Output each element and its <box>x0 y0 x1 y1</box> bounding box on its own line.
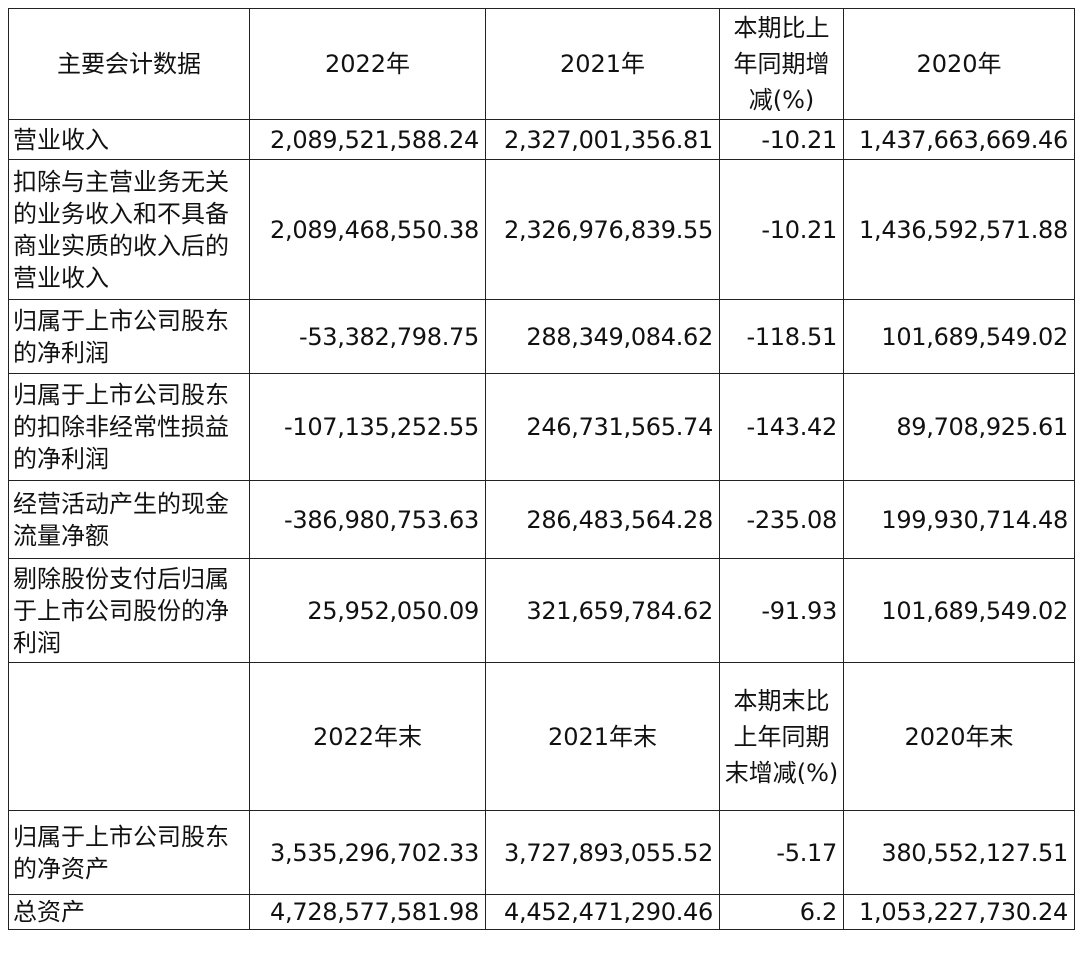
value-cell: 3,535,296,702.33 <box>249 810 486 895</box>
header-cell: 2020年 <box>843 8 1075 120</box>
table-row: 归属于上市公司股东的净利润 -53,382,798.75 288,349,084… <box>8 299 1075 374</box>
change-cell: -118.51 <box>719 299 844 374</box>
value-cell: 1,436,592,571.88 <box>843 159 1075 300</box>
change-cell: -235.08 <box>719 480 844 559</box>
value-cell: 101,689,549.02 <box>843 299 1075 374</box>
value-cell: 89,708,925.61 <box>843 373 1075 481</box>
table-subheader-row: 2022年末 2021年末 本期末比上年同期末增减(%) 2020年末 <box>8 662 1075 811</box>
value-cell: -53,382,798.75 <box>249 299 486 374</box>
change-cell: 6.2 <box>719 894 844 930</box>
table-row: 总资产 4,728,577,581.98 4,452,471,290.46 6.… <box>8 894 1075 930</box>
row-label: 归属于上市公司股东的净资产 <box>8 810 250 895</box>
header-cell: 本期末比上年同期末增减(%) <box>719 662 844 811</box>
value-cell: 199,930,714.48 <box>843 480 1075 559</box>
header-cell: 2022年 <box>249 8 486 120</box>
change-cell: -143.42 <box>719 373 844 481</box>
header-cell: 2021年末 <box>485 662 720 811</box>
value-cell: 380,552,127.51 <box>843 810 1075 895</box>
header-cell <box>8 662 250 811</box>
table-row: 归属于上市公司股东的净资产 3,535,296,702.33 3,727,893… <box>8 810 1075 895</box>
header-cell: 2022年末 <box>249 662 486 811</box>
value-cell: 101,689,549.02 <box>843 558 1075 663</box>
change-cell: -10.21 <box>719 159 844 300</box>
value-cell: 288,349,084.62 <box>485 299 720 374</box>
change-cell: -91.93 <box>719 558 844 663</box>
row-label: 扣除与主营业务无关的业务收入和不具备商业实质的收入后的营业收入 <box>8 159 250 300</box>
financial-data-table: 主要会计数据 2022年 2021年 本期比上年同期增减(%) 2020年 营业… <box>8 8 1075 930</box>
table-row: 扣除与主营业务无关的业务收入和不具备商业实质的收入后的营业收入 2,089,46… <box>8 159 1075 300</box>
row-label: 归属于上市公司股东的扣除非经常性损益的净利润 <box>8 373 250 481</box>
row-label: 营业收入 <box>8 119 250 160</box>
change-cell: -10.21 <box>719 119 844 160</box>
value-cell: 2,327,001,356.81 <box>485 119 720 160</box>
header-cell: 主要会计数据 <box>8 8 250 120</box>
value-cell: 4,728,577,581.98 <box>249 894 486 930</box>
value-cell: 2,089,521,588.24 <box>249 119 486 160</box>
value-cell: 1,053,227,730.24 <box>843 894 1075 930</box>
value-cell: 25,952,050.09 <box>249 558 486 663</box>
table-row: 经营活动产生的现金流量净额 -386,980,753.63 286,483,56… <box>8 480 1075 559</box>
value-cell: 2,089,468,550.38 <box>249 159 486 300</box>
table-row: 营业收入 2,089,521,588.24 2,327,001,356.81 -… <box>8 119 1075 160</box>
table-row: 剔除股份支付后归属于上市公司股份的净利润 25,952,050.09 321,6… <box>8 558 1075 663</box>
row-label: 剔除股份支付后归属于上市公司股份的净利润 <box>8 558 250 663</box>
row-label: 经营活动产生的现金流量净额 <box>8 480 250 559</box>
value-cell: 286,483,564.28 <box>485 480 720 559</box>
value-cell: 3,727,893,055.52 <box>485 810 720 895</box>
value-cell: 1,437,663,669.46 <box>843 119 1075 160</box>
change-cell: -5.17 <box>719 810 844 895</box>
value-cell: -107,135,252.55 <box>249 373 486 481</box>
header-cell: 2021年 <box>485 8 720 120</box>
value-cell: 246,731,565.74 <box>485 373 720 481</box>
table-row: 归属于上市公司股东的扣除非经常性损益的净利润 -107,135,252.55 2… <box>8 373 1075 481</box>
value-cell: 4,452,471,290.46 <box>485 894 720 930</box>
row-label: 归属于上市公司股东的净利润 <box>8 299 250 374</box>
value-cell: 321,659,784.62 <box>485 558 720 663</box>
row-label: 总资产 <box>8 894 250 930</box>
table-header-row: 主要会计数据 2022年 2021年 本期比上年同期增减(%) 2020年 <box>8 8 1075 120</box>
header-cell: 2020年末 <box>843 662 1075 811</box>
value-cell: -386,980,753.63 <box>249 480 486 559</box>
header-cell: 本期比上年同期增减(%) <box>719 8 844 120</box>
value-cell: 2,326,976,839.55 <box>485 159 720 300</box>
